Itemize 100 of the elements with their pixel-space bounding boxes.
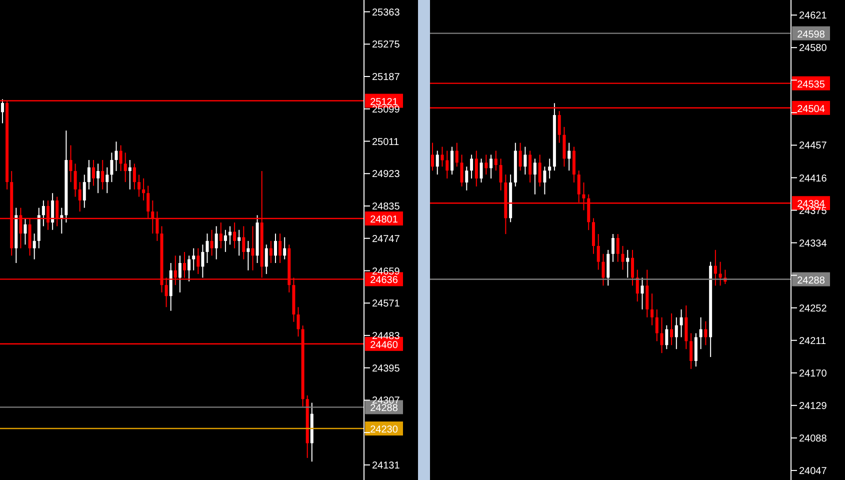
candlestick xyxy=(450,146,454,176)
candlestick xyxy=(296,306,300,338)
candlestick xyxy=(494,150,498,172)
y-tick-label: 24835 xyxy=(372,202,400,213)
candlestick xyxy=(87,160,90,190)
y-tick-label: 25011 xyxy=(372,136,400,148)
candlestick xyxy=(82,174,86,208)
candlestick xyxy=(616,234,620,262)
candlestick xyxy=(446,150,449,180)
candlestick xyxy=(684,304,688,350)
candlestick xyxy=(440,146,444,168)
candlestick xyxy=(612,234,614,262)
candlestick xyxy=(533,158,536,195)
candlestick xyxy=(128,160,132,190)
candlestick xyxy=(631,249,634,286)
candlestick xyxy=(283,236,286,260)
candlestick xyxy=(518,142,522,172)
candlestick xyxy=(718,261,722,286)
y-tick-label: 24416 xyxy=(799,173,828,184)
candlestick xyxy=(51,192,54,230)
y-tick-label: 24334 xyxy=(799,238,828,250)
candlestick xyxy=(474,150,478,187)
candlestick xyxy=(78,182,82,212)
ref-line-label: 24230 xyxy=(370,424,398,436)
candlestick xyxy=(1,98,4,124)
candlestick xyxy=(592,218,595,254)
y-tick-label: 24580 xyxy=(799,43,828,54)
candlestick xyxy=(499,158,502,191)
candlestick xyxy=(596,234,600,270)
candlestick xyxy=(660,316,664,354)
candlestick xyxy=(694,332,698,368)
candlestick xyxy=(74,163,77,198)
ref-line-label: 24288 xyxy=(797,275,826,286)
candlestick xyxy=(680,308,683,338)
y-tick-label: 24252 xyxy=(799,303,828,314)
candlestick xyxy=(480,158,483,183)
candlestick xyxy=(572,146,576,183)
candlestick xyxy=(214,226,218,260)
y-tick-label: 24457 xyxy=(799,140,828,152)
candlestick xyxy=(124,152,127,183)
y-tick-label: 25275 xyxy=(372,40,400,51)
candlestick xyxy=(142,178,146,201)
ref-line-label: 24535 xyxy=(797,79,826,90)
y-tick-label: 24621 xyxy=(799,10,828,22)
y-tick-label: 24131 xyxy=(372,460,400,472)
candlestick xyxy=(670,312,674,346)
candlestick xyxy=(699,316,702,350)
candlestick xyxy=(524,146,527,176)
ref-line-label: 24598 xyxy=(797,29,826,40)
candlestick xyxy=(690,332,693,370)
candlestick xyxy=(178,255,182,293)
candlestick xyxy=(269,240,272,264)
candlestick xyxy=(568,142,571,172)
candlestick xyxy=(543,166,546,195)
candlestick xyxy=(114,141,118,172)
candlestick xyxy=(562,126,566,168)
y-tick-label: 24211 xyxy=(799,336,827,347)
candlestick xyxy=(69,144,72,183)
candlestick xyxy=(655,308,658,342)
candlestick xyxy=(42,200,45,227)
candlestick xyxy=(201,244,204,278)
candlestick xyxy=(431,142,434,172)
y-tick-label: 24170 xyxy=(799,368,828,380)
candlestick xyxy=(24,218,27,246)
y-tick-label: 25187 xyxy=(372,72,400,84)
candlestick xyxy=(636,269,639,302)
candlestick xyxy=(484,154,488,176)
candlestick xyxy=(621,245,624,270)
candlestick xyxy=(242,226,246,260)
candlestick xyxy=(665,324,668,350)
candlestick xyxy=(228,226,232,246)
candlestick xyxy=(538,154,542,187)
candlestick xyxy=(210,229,214,256)
candlestick xyxy=(238,229,241,256)
ref-line-label: 24801 xyxy=(370,214,398,226)
y-tick-label: 24047 xyxy=(799,466,828,478)
candlestick xyxy=(32,233,36,260)
candlestick xyxy=(465,166,468,191)
candlestick xyxy=(264,244,268,275)
candlestick xyxy=(650,293,654,326)
candlestick xyxy=(640,277,644,310)
candlestick xyxy=(626,249,630,278)
candlestick xyxy=(470,154,474,180)
candlestick xyxy=(455,142,458,168)
candlestick xyxy=(548,158,552,180)
ref-line-label: 24504 xyxy=(797,104,826,115)
candlestick xyxy=(224,229,227,252)
candlestick xyxy=(274,233,277,264)
candlestick xyxy=(188,255,191,282)
y-tick-label: 24923 xyxy=(372,169,400,180)
candlestick xyxy=(101,160,104,190)
y-tick-label: 24747 xyxy=(372,234,400,245)
candlestick xyxy=(92,160,95,186)
candlestick xyxy=(233,222,236,249)
candlestick xyxy=(196,248,200,275)
y-tick-label: 24571 xyxy=(372,298,400,310)
candlestick xyxy=(558,110,561,144)
candlestick xyxy=(192,248,196,271)
y-tick-label: 25363 xyxy=(372,7,400,18)
candlestick xyxy=(206,233,209,264)
